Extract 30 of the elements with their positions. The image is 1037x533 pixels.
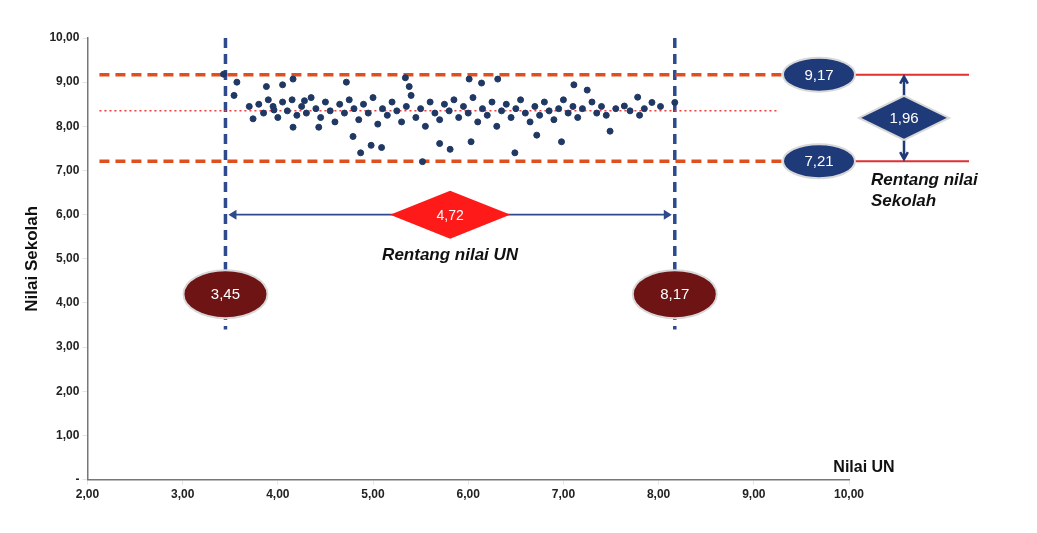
x-axis-title: Nilai UN	[833, 458, 895, 476]
ref-line-label: 7,21	[804, 152, 834, 170]
x-tick-label: 6,00	[456, 487, 481, 502]
ref-line-label: 3,45	[210, 285, 241, 303]
y-tick-label: -	[75, 471, 80, 486]
y-tick-label: 6,00	[56, 206, 80, 221]
y-tick-label: 9,00	[56, 74, 80, 89]
x-tick-label: 7,00	[551, 487, 576, 502]
y-axis-title: Nilai Sekolah	[21, 205, 41, 312]
text: Rentang nilai Sekolah	[871, 169, 979, 212]
x-tick-label: 3,00	[170, 487, 195, 502]
y-tick-label: 1,00	[56, 427, 80, 442]
y-tick-label: 5,00	[56, 251, 80, 266]
ref-line-label: 9,17	[804, 65, 834, 83]
y-tick-label: 2,00	[56, 383, 80, 398]
x-tick-label: 8,00	[646, 487, 671, 502]
annotation: 4,72	[436, 206, 464, 223]
annotation: Rentang nilai UN	[382, 244, 519, 264]
text: 1,96	[889, 109, 919, 127]
x-tick-label: 5,00	[361, 487, 386, 502]
y-tick-label: 10,00	[49, 30, 80, 45]
x-tick-label: 10,00	[833, 487, 865, 502]
y-tick-label: 3,00	[56, 339, 80, 354]
y-tick-label: 8,00	[56, 118, 80, 133]
ref-line-label: 8,17	[660, 285, 690, 303]
x-tick-label: 2,00	[75, 487, 100, 502]
y-tick-label: 4,00	[56, 295, 80, 310]
x-tick-label: 9,00	[742, 487, 766, 502]
y-tick-label: 7,00	[56, 162, 80, 177]
x-tick-label: 4,00	[266, 487, 290, 502]
